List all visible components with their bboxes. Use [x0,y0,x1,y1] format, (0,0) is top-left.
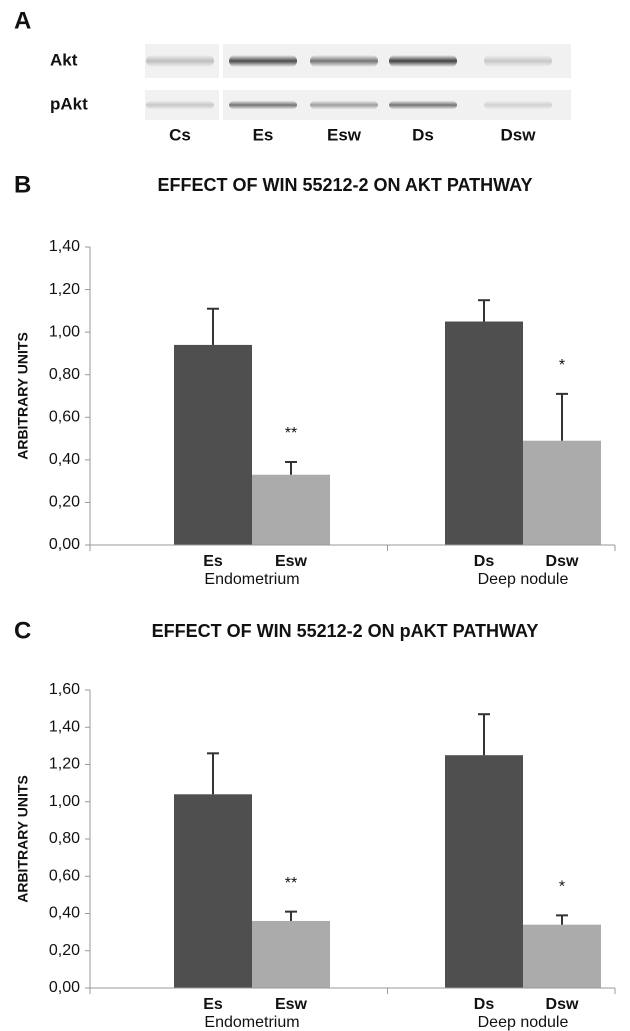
y-axis-label: ARBITRARY UNITS [15,775,31,903]
y-tick-label: 0,40 [49,451,80,468]
x-tick-label: Dsw [546,996,579,1013]
panel-label: B [14,171,31,198]
bar [445,322,523,546]
blot-band [146,55,214,67]
bar [174,794,252,988]
blot-band [229,101,297,110]
bar [445,755,523,988]
bar [252,475,330,545]
group-label: Endometrium [204,1014,299,1031]
y-tick-label: 0,80 [49,366,80,383]
group-label: Deep nodule [478,1014,569,1031]
x-tick-label: Es [203,553,223,570]
panel-label: A [14,7,31,34]
y-tick-label: 1,00 [49,323,80,340]
bar [174,345,252,545]
x-tick-label: Ds [474,553,495,570]
y-tick-label: 0,60 [49,867,80,884]
blot-band [146,101,214,110]
lane-label: Es [253,125,274,144]
x-tick-label: Esw [275,553,308,570]
y-tick-label: 1,40 [49,238,80,255]
y-tick-label: 1,40 [49,718,80,735]
chart-title: EFFECT OF WIN 55212-2 ON pAKT PATHWAY [152,621,539,641]
y-axis-label: ARBITRARY UNITS [15,332,31,460]
blot-band [229,55,297,67]
figure: A Akt pAkt Cs Es Esw Ds Dsw B EFFECT OF WIN 55212… [0,0,630,1031]
y-tick-label: 0,20 [49,942,80,959]
significance: ** [285,875,297,892]
bar [523,925,601,988]
group-label: Deep nodule [478,571,569,588]
x-tick-label: Dsw [546,553,579,570]
x-tick-label: Ds [474,996,495,1013]
y-tick-label: 1,20 [49,281,80,298]
significance: * [559,879,565,896]
y-tick-label: 0,80 [49,830,80,847]
lane-label: Cs [169,125,191,144]
y-tick-label: 0,00 [49,536,80,553]
chart-title: EFFECT OF WIN 55212-2 ON AKT PATHWAY [157,175,532,195]
blot-band [484,55,552,67]
y-tick-label: 0,00 [49,979,80,996]
panel-label: C [14,617,31,644]
blot-band [310,55,378,67]
lane-label: Esw [327,125,362,144]
y-tick-label: 0,60 [49,409,80,426]
y-tick-label: 1,60 [49,681,80,698]
protein-label: pAkt [50,94,88,113]
blot-band [310,101,378,110]
y-tick-label: 1,00 [49,793,80,810]
group-label: Endometrium [204,571,299,588]
x-tick-label: Es [203,996,223,1013]
lane-label: Dsw [501,125,537,144]
bar [252,921,330,988]
blot-band [389,101,457,110]
significance: * [559,357,565,374]
x-tick-label: Esw [275,996,308,1013]
y-tick-label: 0,20 [49,494,80,511]
protein-label: Akt [50,50,78,69]
blot-band [484,101,552,110]
significance: ** [285,425,297,442]
y-tick-label: 0,40 [49,905,80,922]
y-tick-label: 1,20 [49,756,80,773]
blot-band [389,55,457,67]
bar [523,441,601,545]
lane-label: Ds [412,125,434,144]
